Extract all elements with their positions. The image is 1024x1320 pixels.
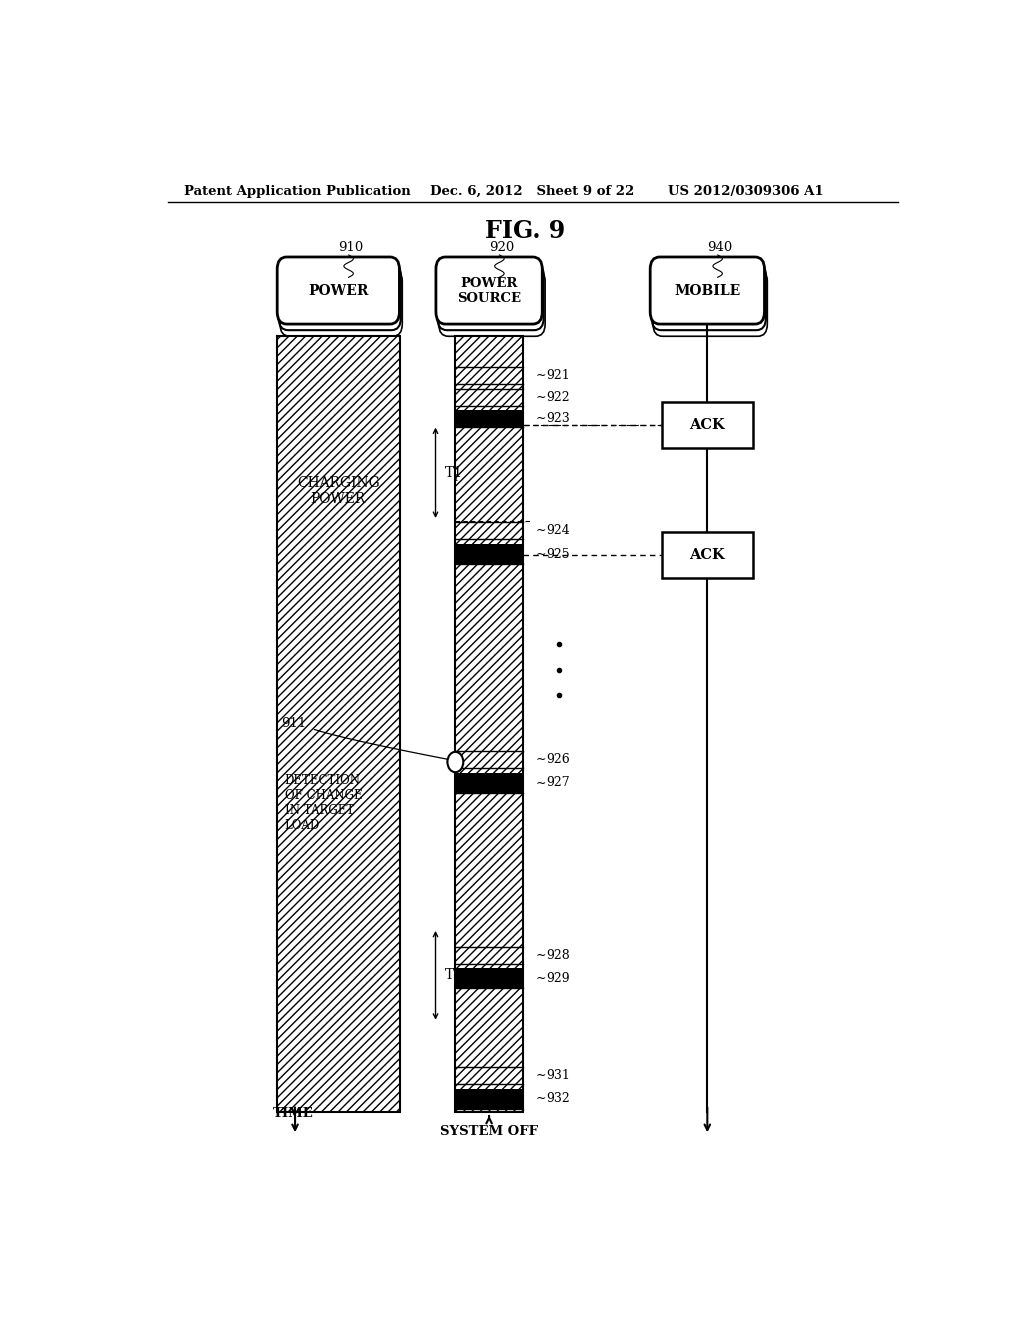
Text: US 2012/0309306 A1: US 2012/0309306 A1: [668, 185, 823, 198]
Text: 924: 924: [547, 524, 570, 537]
Text: 920: 920: [489, 242, 514, 253]
Text: POWER: POWER: [308, 284, 369, 297]
Bar: [276, 337, 399, 1111]
Text: ∼: ∼: [536, 949, 546, 962]
Bar: [456, 544, 523, 564]
Text: 910: 910: [338, 242, 364, 253]
Text: ∼: ∼: [536, 754, 546, 766]
Text: FIG. 9: FIG. 9: [484, 219, 565, 243]
Text: ∼: ∼: [536, 524, 546, 537]
Text: 1: 1: [453, 474, 459, 483]
Text: 921: 921: [547, 370, 570, 383]
FancyBboxPatch shape: [436, 257, 543, 325]
FancyBboxPatch shape: [650, 257, 765, 325]
Bar: [456, 774, 523, 793]
Text: DETECTION
OF CHANGE
IN TARGET
LOAD: DETECTION OF CHANGE IN TARGET LOAD: [285, 775, 362, 832]
Bar: [662, 401, 753, 447]
Bar: [662, 532, 753, 578]
Bar: [456, 337, 523, 1111]
Text: 2: 2: [453, 977, 459, 986]
Bar: [456, 969, 523, 989]
Text: ∼: ∼: [536, 548, 546, 561]
Text: CHARGING
POWER: CHARGING POWER: [297, 477, 380, 506]
Text: ACK: ACK: [689, 417, 725, 432]
Text: 940: 940: [708, 242, 732, 253]
Text: 911: 911: [282, 717, 306, 730]
Text: Dec. 6, 2012   Sheet 9 of 22: Dec. 6, 2012 Sheet 9 of 22: [430, 185, 634, 198]
Text: 932: 932: [547, 1092, 570, 1105]
Text: MOBILE: MOBILE: [674, 284, 740, 297]
Text: ∼: ∼: [536, 776, 546, 789]
Circle shape: [447, 752, 463, 772]
Text: ∼: ∼: [536, 1069, 546, 1082]
Text: ∼: ∼: [536, 412, 546, 425]
Text: 923: 923: [547, 412, 570, 425]
Text: 926: 926: [547, 754, 570, 766]
Bar: [456, 411, 523, 426]
Text: 922: 922: [547, 391, 570, 404]
Text: 929: 929: [547, 972, 570, 985]
Text: ∼: ∼: [536, 1092, 546, 1105]
Text: 927: 927: [547, 776, 570, 789]
Text: ACK: ACK: [689, 548, 725, 562]
Text: T1: T1: [445, 466, 463, 479]
Text: SYSTEM OFF: SYSTEM OFF: [440, 1125, 538, 1138]
Text: ∼: ∼: [536, 370, 546, 383]
Text: TIME: TIME: [272, 1106, 313, 1119]
Text: ∼: ∼: [536, 391, 546, 404]
FancyBboxPatch shape: [278, 257, 399, 325]
Text: ∼: ∼: [536, 972, 546, 985]
Text: Patent Application Publication: Patent Application Publication: [183, 185, 411, 198]
Text: POWER
SOURCE: POWER SOURCE: [457, 276, 521, 305]
Text: T2: T2: [445, 969, 463, 982]
Text: 931: 931: [547, 1069, 570, 1082]
Text: 928: 928: [547, 949, 570, 962]
Text: 925: 925: [547, 548, 570, 561]
Bar: [456, 1089, 523, 1109]
